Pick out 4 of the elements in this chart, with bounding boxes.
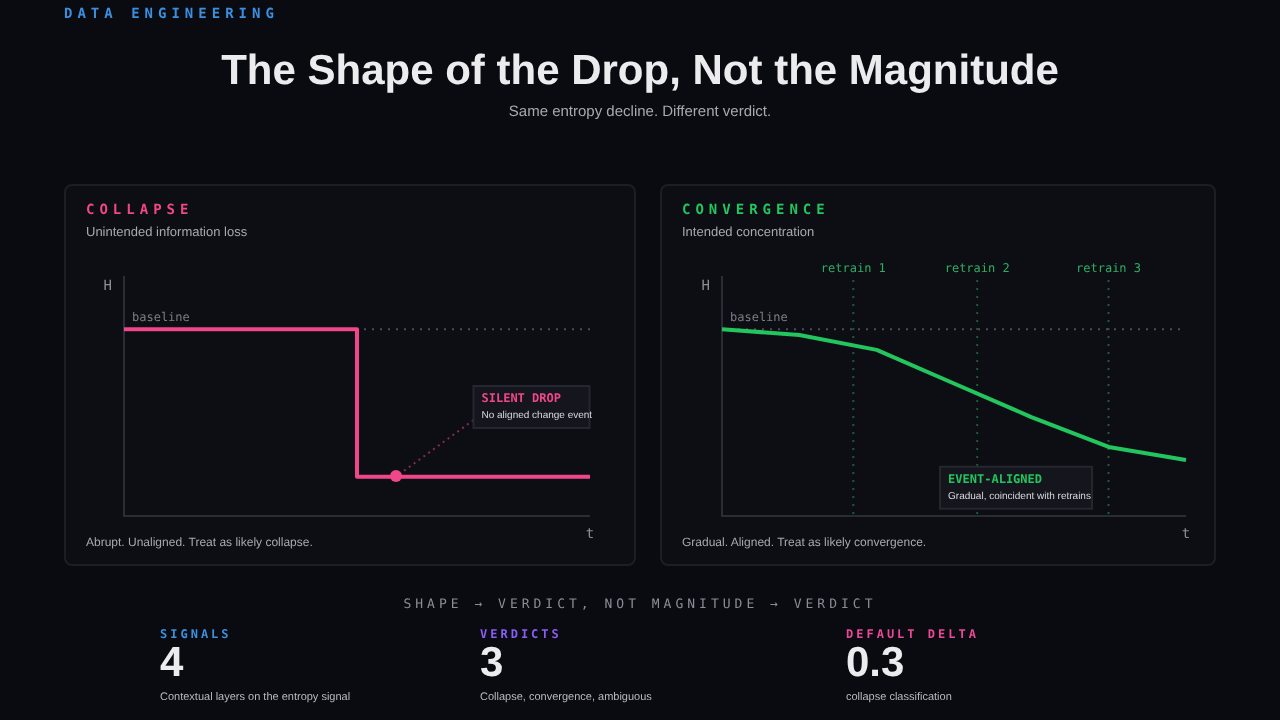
text: The Shape of the Drop, Not the Magnitude — [219, 48, 1061, 96]
text: 4 — [160, 640, 186, 686]
text: 0.3 — [846, 640, 907, 686]
text: 3 — [480, 640, 506, 686]
